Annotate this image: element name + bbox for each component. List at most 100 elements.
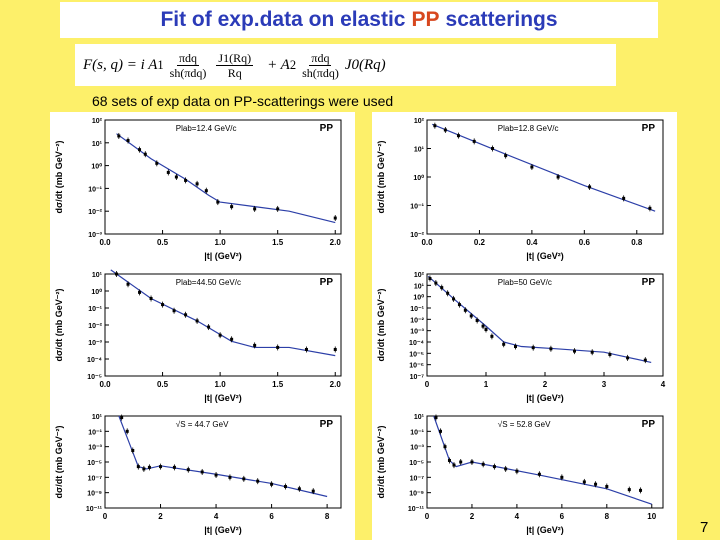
data-point [605,485,609,489]
fit-curve [432,123,656,212]
y-tick-label: 10⁻¹ [410,204,424,211]
data-point [622,196,626,200]
y-tick-label: 10² [92,118,103,125]
y-tick-label: 10⁰ [413,294,424,302]
y-tick-label: 10⁻⁴ [409,340,424,347]
data-point [166,170,170,174]
data-point [515,469,519,473]
x-tick-label: 1.0 [215,380,227,389]
x-tick-label: 0.4 [526,238,538,247]
data-point [447,458,451,462]
data-point [433,124,437,128]
plot-frame [104,273,342,377]
data-point [253,207,257,211]
y-tick-label: 10⁻¹ [88,306,102,313]
data-point [149,296,153,300]
data-point [582,480,586,484]
data-point [214,473,218,477]
chart-tag: PP [320,419,334,430]
plot-plab-12-8: 0.0 0.2 0.4 0.6 0.8 10⁻² 10⁻¹ 10⁰ 10¹ 10² |t| (GeV… [372,112,677,266]
y-tick-label: 10¹ [92,272,103,279]
x-tick-label: 2.0 [330,380,342,389]
data-point [459,460,463,464]
y-tick-label: 10⁻⁴ [87,357,102,364]
data-point [434,281,438,285]
data-point [204,189,208,193]
data-point [472,139,476,143]
x-tick-label: 1.5 [272,238,284,247]
chart-title: Plab=50 GeV/c [498,278,552,287]
x-axis-label: |t| (GeV²) [204,393,242,403]
plot-plab-50: 0 1 2 3 4 10⁻⁷ 10⁻⁶ 10⁻⁵ 10⁻⁴ 10⁻³ 10⁻² 10⁻¹ 10⁰ 10¹ 1… [372,266,677,408]
chart-title: √S = 44.7 GeV [176,420,229,429]
y-tick-label: 10⁻⁹ [87,491,102,498]
data-point [452,297,456,301]
data-point [648,206,652,210]
y-tick-label: 10⁻² [410,317,424,324]
data-point [200,470,204,474]
x-tick-label: 0.2 [474,238,486,247]
chart-title: Plab=44.50 GeV/c [176,278,241,287]
data-point [333,347,337,351]
fit-curve [116,133,336,224]
data-point [504,467,508,471]
chart-tag: PP [642,123,656,134]
data-point [440,286,444,290]
x-axis-label: |t| (GeV²) [204,251,242,261]
chart-tag: PP [320,123,334,134]
data-point [126,139,130,143]
y-tick-label: 10⁻¹¹ [86,506,103,513]
page-number: 7 [700,519,709,536]
data-point [126,282,130,286]
formula-frac1: πdq sh(πdq) [168,51,209,80]
data-point [530,165,534,169]
data-point [537,472,541,476]
data-point [470,460,474,464]
chart-title: √S = 52.8 GeV [498,420,551,429]
x-tick-label: 0 [425,512,430,521]
y-axis-label: dσ/dt (mb GeV⁻²) [54,141,64,214]
y-axis-label: dσ/dt (mb GeV⁻²) [376,141,386,214]
y-tick-label: 10⁻⁷ [410,374,424,381]
plot-sqrt-s-44-7: 0 2 4 6 8 10⁻¹¹ 10⁻⁹ 10⁻⁷ 10⁻⁵ 10⁻³ 10⁻¹ 10¹ |t| (Ge… [50,408,355,540]
formula-lhs: F(s, q) = i A [83,56,158,73]
y-tick-label: 10⁻⁷ [410,475,424,482]
x-tick-label: 0.6 [579,238,591,247]
y-axis-label: dσ/dt (mb GeV⁻²) [376,426,386,499]
data-point [136,465,140,469]
x-tick-label: 2 [543,380,548,389]
x-tick-label: 1 [484,380,489,389]
y-tick-label: 10⁰ [413,174,424,182]
y-axis-label: dσ/dt (mb GeV⁻²) [376,289,386,362]
frac2-num: J1(Rq) [216,50,254,66]
y-tick-label: 10¹ [414,414,425,421]
chart-tag: PP [642,277,656,288]
formula-tail: J0(Rq) [344,56,386,73]
data-point [184,178,188,182]
y-tick-label: 10⁻⁵ [87,374,102,381]
chart-plab-44-5: 0.0 0.5 1.0 1.5 2.0 10⁻⁵ 10⁻⁴ 10⁻³ 10⁻² 10⁻¹ 10⁰ 10… [54,269,342,403]
data-point [531,346,535,350]
y-tick-label: 10⁻² [88,323,102,330]
data-point [276,207,280,211]
chart-tag: PP [642,419,656,430]
data-point [627,488,631,492]
data-point [457,303,461,307]
data-point [218,333,222,337]
x-axis-label: |t| (GeV²) [526,393,564,403]
data-point [230,337,234,341]
x-tick-label: 2 [158,512,163,521]
caption: 68 sets of exp data on PP-scatterings we… [92,93,394,109]
data-point [131,449,135,452]
data-point [446,291,450,295]
plot-frame [104,415,342,509]
plot-plab-12-4: 0.0 0.5 1.0 1.5 2.0 10⁻³ 10⁻² 10⁻¹ 10⁰ 10¹ 10² |t| … [50,112,355,266]
data-point [207,325,211,329]
y-tick-label: 10⁻⁶ [409,363,424,370]
y-tick-label: 10⁻² [88,209,102,216]
x-tick-label: 4 [515,512,520,521]
data-point [481,324,485,328]
data-point [304,347,308,351]
data-point [469,314,473,318]
y-tick-label: 10⁻⁵ [87,460,102,467]
